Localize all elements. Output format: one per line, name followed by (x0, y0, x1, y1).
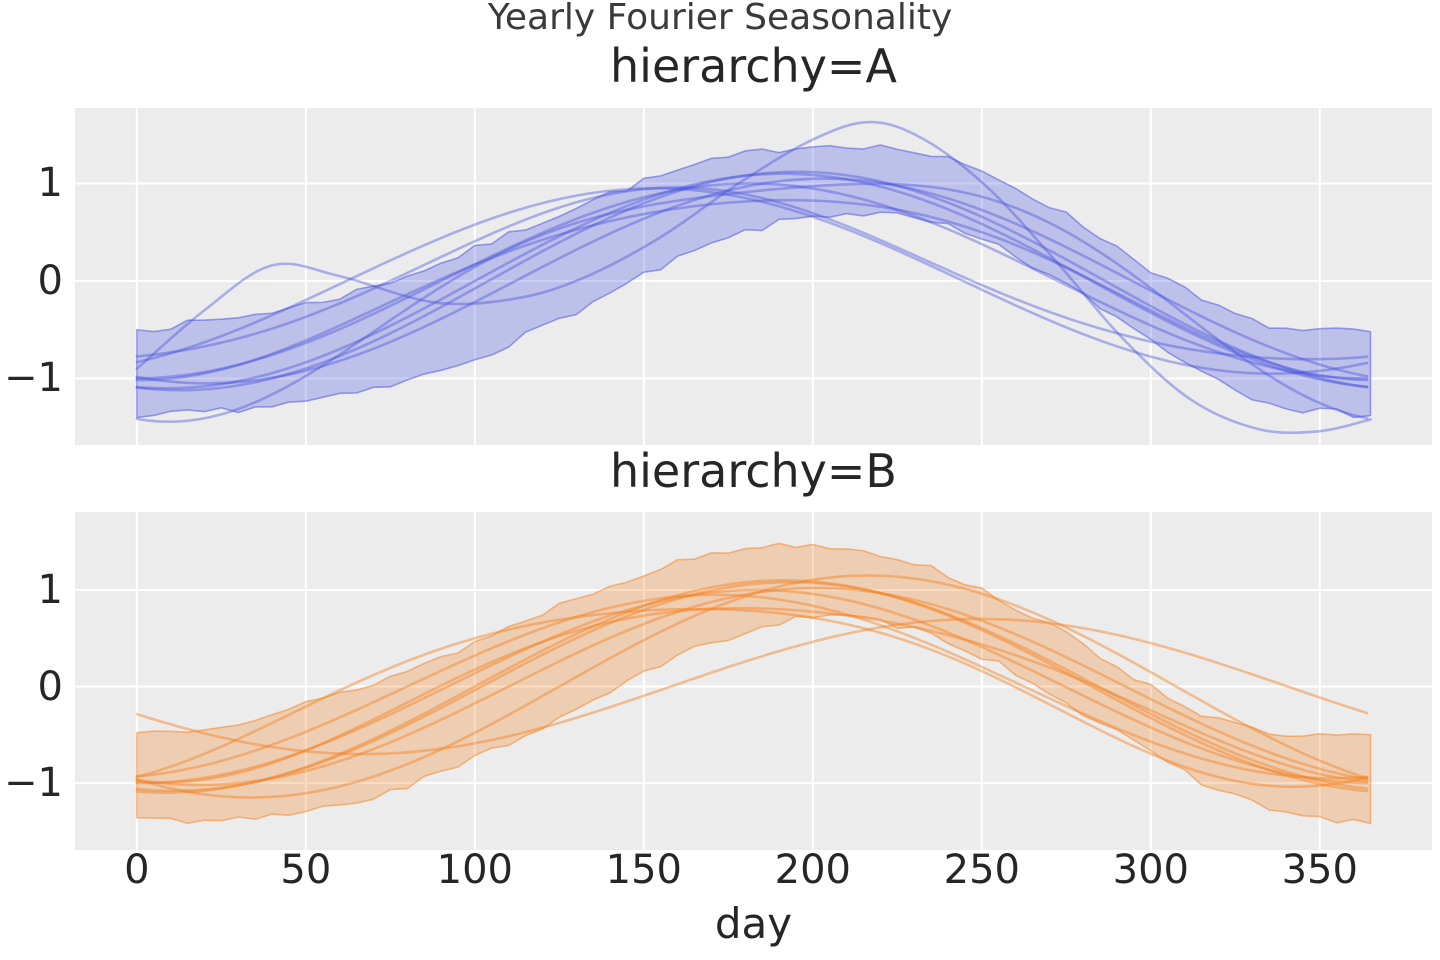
panel-b-y-tick-label: −1 (4, 760, 63, 807)
x-tick-label: 150 (605, 847, 682, 893)
x-tick-label: 0 (124, 847, 150, 893)
figure-title: Yearly Fourier Seasonality (487, 0, 953, 38)
x-tick-label: 200 (774, 847, 851, 893)
x-tick-label: 350 (1281, 847, 1358, 893)
x-tick-label: 100 (436, 847, 514, 893)
panel-a-y-tick-label: 1 (37, 160, 63, 207)
x-axis-label: day (714, 899, 793, 948)
panel-a-y-tick-label: −1 (4, 355, 63, 402)
x-tick-label: 50 (280, 847, 332, 893)
x-tick-label: 250 (943, 847, 1020, 893)
panel-a-plot-area (75, 108, 1432, 445)
x-tick-label: 300 (1112, 847, 1189, 893)
panel-b-y-tick-label: 0 (37, 663, 63, 710)
panel-a-y-tick-label: 0 (37, 257, 63, 304)
panel-b-title: hierarchy=B (609, 444, 897, 498)
panel-b-plot-area (75, 512, 1432, 850)
panel-a-title: hierarchy=A (610, 39, 897, 93)
panel-b-y-tick-label: 1 (37, 566, 63, 613)
